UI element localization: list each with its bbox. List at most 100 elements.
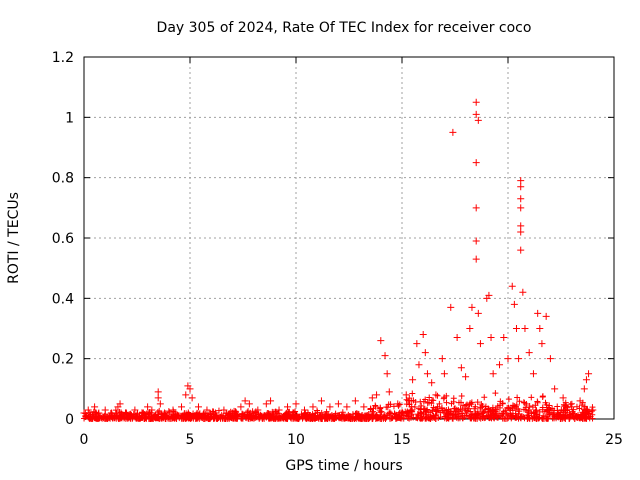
baseline-point [451, 405, 458, 412]
baseline-point [166, 409, 173, 416]
baseline-point [276, 415, 283, 422]
baseline-noise [81, 390, 596, 422]
baseline-point [354, 413, 361, 420]
baseline-point [266, 412, 273, 419]
baseline-point [400, 415, 407, 422]
data-point [515, 355, 523, 363]
baseline-point [553, 415, 560, 422]
baseline-point [268, 415, 275, 422]
baseline-point [414, 411, 421, 418]
baseline-point [304, 413, 311, 420]
baseline-point [574, 414, 581, 421]
baseline-point [190, 410, 197, 417]
data-point [254, 406, 262, 414]
baseline-point [554, 411, 561, 418]
baseline-point [158, 410, 165, 417]
baseline-point [127, 415, 134, 422]
baseline-point [522, 406, 529, 413]
baseline-point [463, 409, 470, 416]
baseline-point [406, 401, 413, 408]
baseline-point [459, 412, 466, 419]
data-point [542, 312, 550, 320]
data-point [88, 412, 96, 420]
data-point [504, 355, 512, 363]
baseline-point [528, 394, 535, 401]
baseline-point [426, 399, 433, 406]
baseline-point [430, 404, 437, 411]
data-point [80, 409, 88, 417]
baseline-point [283, 409, 290, 416]
baseline-point [505, 415, 512, 422]
baseline-point [458, 392, 465, 399]
data-point [148, 406, 156, 414]
data-point [589, 406, 597, 414]
baseline-point [165, 415, 172, 422]
baseline-point [566, 415, 573, 422]
data-point [95, 409, 103, 417]
baseline-point [567, 401, 574, 408]
y-tick-label: 0 [65, 412, 74, 428]
data-point [521, 325, 529, 332]
baseline-point [128, 411, 135, 418]
data-point [487, 334, 495, 342]
baseline-point [509, 404, 516, 411]
baseline-point [183, 412, 189, 419]
baseline-point [534, 399, 541, 406]
baseline-point [477, 404, 484, 411]
baseline-point [460, 402, 467, 409]
data-point [360, 403, 368, 411]
data-point [576, 397, 584, 405]
data-point [517, 204, 525, 212]
baseline-point [151, 414, 158, 421]
baseline-point [497, 412, 504, 419]
baseline-point [286, 408, 293, 415]
baseline-point [145, 415, 152, 422]
baseline-point [225, 414, 232, 421]
baseline-point [405, 410, 412, 417]
baseline-point [215, 407, 222, 414]
data-point [496, 361, 504, 369]
baseline-point [474, 399, 481, 406]
baseline-point [222, 415, 229, 422]
baseline-point [567, 411, 574, 418]
data-point [415, 361, 423, 369]
data-point [385, 388, 393, 396]
data-point [220, 406, 228, 414]
data-point [517, 177, 525, 185]
data-point [474, 116, 482, 124]
baseline-point [172, 414, 179, 421]
baseline-point [577, 415, 584, 422]
baseline-point [492, 390, 499, 397]
baseline-point [459, 406, 466, 413]
baseline-point [233, 415, 240, 422]
data-point [275, 406, 283, 414]
baseline-point [277, 414, 284, 421]
baseline-point [539, 393, 546, 400]
baseline-point [303, 414, 310, 421]
data-point [472, 255, 480, 263]
baseline-point [542, 415, 549, 422]
baseline-point [442, 413, 449, 420]
baseline-point [558, 406, 565, 413]
baseline-point [364, 411, 371, 418]
baseline-point [395, 411, 402, 418]
baseline-point [445, 415, 452, 422]
data-point [472, 159, 480, 167]
baseline-point [532, 415, 539, 422]
y-tick-label: 0.6 [52, 231, 74, 247]
baseline-point [82, 412, 89, 419]
baseline-point [586, 415, 593, 422]
baseline-point [561, 403, 568, 410]
baseline-point [122, 409, 129, 416]
data-point [525, 349, 533, 357]
data-point [517, 222, 525, 230]
series-0 [80, 98, 597, 420]
baseline-point [517, 414, 524, 421]
baseline-point [409, 390, 416, 397]
data-point [419, 331, 427, 339]
data-point [169, 406, 177, 414]
baseline-point [489, 404, 496, 411]
baseline-point [250, 412, 257, 419]
data-point [377, 337, 385, 345]
data-point [517, 228, 525, 236]
